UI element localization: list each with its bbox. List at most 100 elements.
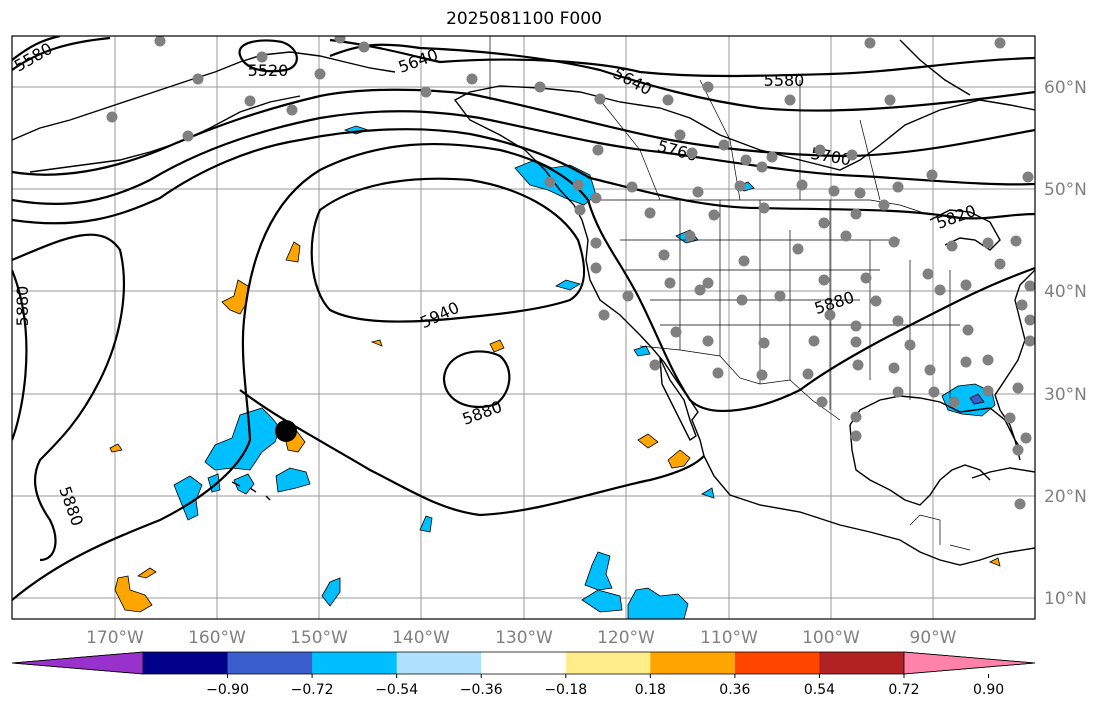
station-marker <box>594 93 606 105</box>
lon-tick-label: 170°W <box>86 628 144 648</box>
station-marker <box>756 369 768 381</box>
lat-tick-labels: 10°N 20°N 30°N 40°N 50°N 60°N <box>1044 78 1087 609</box>
highlight-marker <box>275 420 297 442</box>
colorbar-tick-label: −0.90 <box>206 682 249 698</box>
station-marker <box>544 176 556 188</box>
station-marker <box>622 290 634 302</box>
station-marker <box>738 255 750 267</box>
station-marker <box>850 336 862 348</box>
colorbar-tick-label: 0.54 <box>804 682 835 698</box>
coastline-greatlakes <box>929 209 1001 251</box>
colorbar-bin <box>143 652 229 674</box>
colorbar-bin <box>481 652 567 674</box>
anomaly-blue-area <box>584 551 613 591</box>
station-marker <box>740 154 752 166</box>
station-marker <box>854 187 866 199</box>
station-marker <box>256 51 268 63</box>
colorbar-bin <box>819 652 905 674</box>
station-marker <box>590 262 602 274</box>
station-marker <box>590 237 602 249</box>
colorbar-bin <box>734 652 820 674</box>
station-marker <box>982 354 994 366</box>
contour-5880-west <box>12 233 126 562</box>
station-marker <box>674 129 686 141</box>
station-marker <box>664 277 676 289</box>
station-marker <box>286 104 298 116</box>
station-marker <box>590 192 602 204</box>
anomaly-orange-area <box>285 241 301 263</box>
station-marker <box>860 272 872 284</box>
coastline-yucatan <box>849 424 991 506</box>
station-marker <box>686 147 698 159</box>
station-marker <box>818 274 830 286</box>
station-marker <box>808 335 820 347</box>
station-marker <box>534 81 546 93</box>
station-marker <box>852 359 864 371</box>
station-marker <box>850 320 862 332</box>
station-marker <box>850 208 862 220</box>
border-state <box>679 200 951 410</box>
station-marker <box>1016 299 1028 311</box>
lon-tick-label: 160°W <box>188 628 246 648</box>
anomaly-orange-area <box>989 557 1001 567</box>
border-central-america <box>909 514 971 551</box>
station-marker <box>946 240 958 252</box>
anomaly-orange-area <box>667 449 691 469</box>
station-markers <box>106 36 1035 510</box>
station-marker <box>878 199 890 211</box>
anomaly-blue-area <box>969 393 985 405</box>
colorbar <box>11 651 1036 675</box>
station-marker <box>1012 444 1024 456</box>
lon-tick-label: 130°W <box>495 628 553 648</box>
station-marker <box>702 277 714 289</box>
station-marker <box>718 139 730 151</box>
map-title: 2025081100 F000 <box>446 9 602 29</box>
station-marker <box>904 339 916 351</box>
station-marker <box>818 217 830 229</box>
anomaly-blue-area <box>627 587 689 619</box>
station-marker <box>766 151 778 163</box>
station-marker <box>962 324 974 336</box>
lon-tick-label: 110°W <box>700 628 758 648</box>
station-marker <box>598 309 610 321</box>
anomaly-blue-area <box>419 515 433 533</box>
lon-tick-label: 120°W <box>597 628 655 648</box>
station-marker <box>926 169 938 181</box>
contour-5520-closed <box>238 39 298 73</box>
station-marker <box>802 368 814 380</box>
coastline-gulf <box>849 395 1023 451</box>
station-marker <box>736 294 748 306</box>
station-marker <box>796 179 808 191</box>
station-marker <box>670 326 682 338</box>
station-marker <box>828 185 840 197</box>
station-marker <box>1020 432 1032 444</box>
station-marker <box>1024 335 1035 347</box>
station-marker <box>106 111 118 123</box>
station-marker <box>840 230 852 242</box>
lat-tick-label: 50°N <box>1044 180 1087 200</box>
station-marker <box>1012 382 1024 394</box>
anomaly-blue-area <box>941 383 996 417</box>
anomaly-blue-area <box>275 467 311 493</box>
contour-5760 <box>12 110 1035 205</box>
height-contours <box>12 36 1035 601</box>
station-marker <box>702 81 714 93</box>
station-marker <box>928 386 940 398</box>
station-marker <box>708 209 720 221</box>
station-marker <box>792 243 804 255</box>
station-marker <box>244 95 256 107</box>
border-us-canada <box>595 199 931 216</box>
station-marker <box>892 315 904 327</box>
station-marker <box>960 279 972 291</box>
station-marker <box>892 386 904 398</box>
station-marker <box>358 41 370 53</box>
anomaly-orange-area <box>637 433 659 449</box>
station-marker <box>592 144 604 156</box>
lon-tick-label: 90°W <box>910 628 957 648</box>
station-marker <box>466 73 478 85</box>
station-marker <box>572 179 584 191</box>
station-marker <box>649 359 661 371</box>
station-marker <box>774 290 786 302</box>
lat-tick-label: 10°N <box>1044 589 1087 609</box>
